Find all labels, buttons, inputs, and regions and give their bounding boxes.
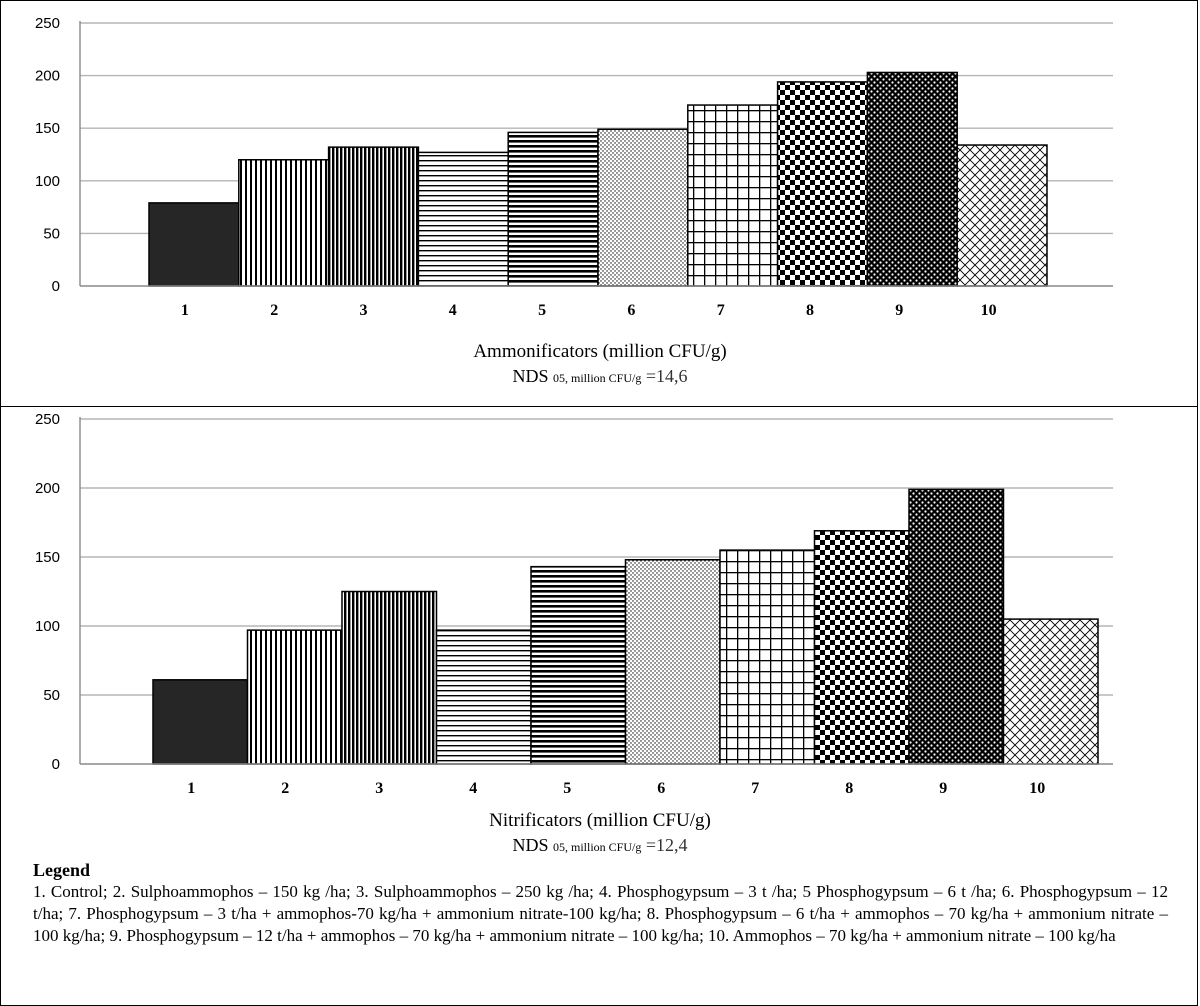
x-tick-label: 8 (806, 302, 814, 319)
nds-prefix: NDS (512, 366, 549, 386)
y-tick-label: 50 (43, 687, 60, 704)
y-tick-label: 100 (35, 173, 60, 190)
ammonificators-nds: NDS 05, million CFU/g =14,6 (0, 366, 1200, 388)
bar-4 (417, 151, 509, 287)
bar-8 (813, 530, 910, 765)
x-tick-label: 5 (563, 780, 571, 797)
bar-7 (687, 104, 779, 287)
x-tick-label: 9 (895, 302, 903, 319)
bar-4 (435, 629, 532, 765)
y-tick-label: 0 (52, 756, 60, 773)
bar-10 (956, 144, 1048, 287)
y-tick-label: 250 (35, 15, 60, 32)
y-tick-label: 200 (35, 68, 60, 85)
y-tick-label: 150 (35, 549, 60, 566)
x-tick-label: 1 (187, 780, 195, 797)
nitrificators-chart: 0 50 100 150 200 250 1 2 3 4 5 6 7 8 9 10 (35, 411, 1113, 797)
bar-9 (908, 488, 1005, 765)
x-tick-label: 2 (270, 302, 278, 319)
y-tick-label: 0 (52, 278, 60, 295)
x-tick-label: 4 (469, 780, 477, 797)
x-tick-label: 2 (281, 780, 289, 797)
nds-value: =12,4 (645, 835, 688, 855)
nds-subscript: 05, million CFU/g (553, 840, 642, 854)
x-tick-label: 9 (939, 780, 947, 797)
bar-6 (624, 559, 721, 765)
y-tick-label: 100 (35, 618, 60, 635)
bar-1 (148, 202, 240, 287)
nitrificators-axis-label: Nitrificators (million CFU/g) (489, 810, 711, 831)
x-tick-label: 7 (751, 780, 759, 797)
bar-5 (530, 565, 627, 765)
bar-8 (776, 81, 869, 287)
x-tick-label: 6 (657, 780, 665, 797)
legend: Legend 1. Control; 2. Sulphoammophos – 1… (33, 859, 1168, 947)
bar-10 (1002, 618, 1099, 765)
y-tick-label: 150 (35, 120, 60, 137)
x-tick-label: 10 (981, 302, 997, 319)
x-tick-label: 1 (181, 302, 189, 319)
bar-7 (719, 549, 816, 765)
y-tick-label: 250 (35, 411, 60, 428)
x-tick-label: 10 (1029, 780, 1045, 797)
nds-subscript: 05, million CFU/g (553, 371, 642, 385)
ammonificators-axis-label: Ammonificators (million CFU/g) (473, 341, 727, 362)
x-tick-label: 4 (449, 302, 457, 319)
x-tick-label: 6 (627, 302, 635, 319)
x-tick-label: 8 (845, 780, 853, 797)
nds-value: =14,6 (645, 366, 688, 386)
x-tick-label: 3 (360, 302, 368, 319)
bar-6 (597, 128, 689, 287)
bar-3 (327, 146, 420, 287)
x-tick-label: 7 (717, 302, 725, 319)
x-tick-label: 5 (538, 302, 546, 319)
x-tick-label: 3 (375, 780, 383, 797)
ammonificators-chart: 0 50 100 150 200 250 1 2 3 4 5 6 7 8 9 10 (35, 15, 1113, 319)
legend-text: 1. Control; 2. Sulphoammophos – 150 kg /… (33, 882, 1168, 945)
bar-5 (507, 131, 599, 287)
bar-1 (152, 679, 249, 765)
bar-2 (238, 159, 330, 287)
y-tick-label: 200 (35, 480, 60, 497)
bar-2 (246, 629, 343, 765)
nitrificators-nds: NDS 05, million CFU/g =12,4 (0, 835, 1200, 857)
y-tick-label: 50 (43, 225, 60, 242)
bar-9 (866, 71, 958, 287)
legend-title: Legend (33, 860, 91, 880)
bar-3 (341, 590, 438, 765)
nds-prefix: NDS (512, 835, 549, 855)
